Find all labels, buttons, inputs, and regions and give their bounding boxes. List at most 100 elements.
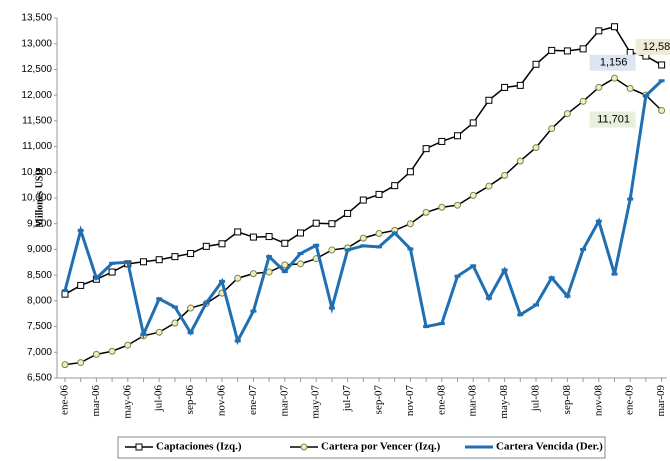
- point: [328, 246, 336, 254]
- point: [611, 23, 618, 31]
- y-tick-label: 9,500: [27, 218, 52, 229]
- y-tick-label: 9,000: [27, 244, 52, 255]
- point: [642, 94, 649, 98]
- point: [406, 220, 414, 228]
- point: [375, 190, 383, 198]
- point: [626, 84, 634, 92]
- point: [595, 27, 603, 35]
- point: [360, 244, 367, 248]
- point: [580, 247, 587, 251]
- y-tick-label: 12,000: [21, 90, 52, 101]
- x-tick-label: sep-08: [561, 385, 573, 415]
- point: [485, 96, 493, 104]
- point: [516, 81, 524, 89]
- point: [611, 74, 618, 82]
- point: [658, 79, 665, 83]
- point: [297, 260, 304, 268]
- legend-label: Cartera por Vencer (Izq.): [321, 441, 441, 453]
- point: [140, 332, 147, 336]
- point: [249, 233, 257, 241]
- x-tick-label: mar-09: [655, 385, 667, 417]
- x-tick-label: mar-06: [90, 385, 102, 417]
- x-tick-label: jul-06: [153, 385, 165, 413]
- point: [501, 268, 508, 272]
- x-tick-label: nov-08: [592, 385, 604, 417]
- point: [485, 182, 493, 190]
- point: [328, 306, 335, 310]
- point: [281, 261, 289, 269]
- point: [516, 157, 524, 165]
- point: [281, 239, 289, 247]
- x-tick-label: ene-09: [624, 385, 636, 415]
- point: [595, 219, 602, 223]
- y-tick-label: 13,000: [21, 38, 52, 49]
- point: [532, 144, 540, 152]
- point: [140, 258, 147, 266]
- point: [438, 321, 445, 325]
- x-tick-label: sep-07: [373, 385, 385, 415]
- point: [234, 228, 242, 236]
- y-tick-label: 12,500: [21, 64, 52, 75]
- value-label: 12,587: [643, 41, 670, 53]
- legend-marker: [476, 445, 482, 449]
- point: [407, 247, 414, 251]
- y-tick-label: 7,000: [27, 347, 52, 358]
- point: [391, 231, 398, 235]
- point: [469, 191, 477, 199]
- point: [422, 145, 430, 153]
- legend-label: Captaciones (Izq.): [156, 441, 242, 453]
- y-tick-label: 6,500: [27, 373, 52, 384]
- point: [234, 339, 241, 343]
- point: [375, 229, 383, 237]
- point: [93, 276, 100, 280]
- x-tick-label: sep-06: [184, 385, 196, 415]
- x-tick-label: may-07: [310, 385, 322, 419]
- point: [422, 208, 430, 216]
- point: [249, 270, 257, 278]
- point: [108, 347, 116, 355]
- point: [548, 276, 555, 280]
- point: [108, 268, 116, 276]
- point: [626, 48, 634, 56]
- y-tick-label: 13,500: [21, 13, 52, 24]
- point: [265, 268, 273, 276]
- point: [501, 83, 509, 91]
- x-tick-label: may-08: [498, 385, 510, 419]
- point: [438, 137, 446, 145]
- point: [171, 305, 178, 309]
- point: [124, 341, 132, 349]
- y-tick-label: 8,500: [27, 270, 52, 281]
- point: [281, 270, 288, 274]
- point: [265, 233, 273, 241]
- point: [595, 83, 603, 91]
- y-tick-label: 10,000: [21, 193, 52, 204]
- x-tick-label: may-06: [121, 385, 133, 419]
- value-label: 11,701: [597, 113, 630, 125]
- point: [77, 359, 85, 367]
- point: [563, 110, 571, 118]
- point: [250, 309, 257, 313]
- x-tick-label: ene-06: [59, 385, 71, 415]
- point: [359, 234, 367, 242]
- point: [658, 61, 666, 69]
- point: [155, 328, 163, 336]
- value-label-box: [635, 38, 670, 55]
- point: [438, 203, 446, 211]
- point: [579, 45, 587, 53]
- point: [297, 252, 304, 256]
- point: [454, 274, 461, 278]
- y-tick-label: 11,500: [22, 115, 52, 126]
- point: [470, 264, 477, 268]
- legend-marker: [300, 443, 308, 451]
- point: [187, 331, 194, 335]
- series-line: [63, 79, 663, 346]
- x-tick-label: jul-08: [530, 385, 542, 413]
- point: [391, 182, 399, 190]
- x-tick-label: mar-08: [467, 385, 479, 417]
- point: [313, 243, 320, 247]
- point: [344, 248, 351, 252]
- value-label: 1,156: [600, 57, 628, 69]
- point: [297, 229, 304, 237]
- point: [564, 294, 571, 298]
